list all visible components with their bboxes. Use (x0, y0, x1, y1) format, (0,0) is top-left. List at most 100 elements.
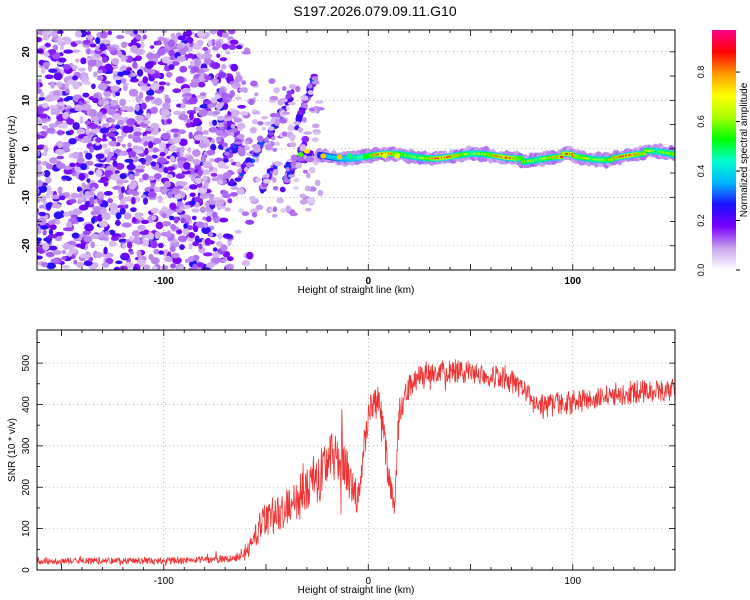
spectrogram-cell (96, 111, 103, 118)
spectrogram-cell (80, 163, 88, 171)
spectrogram-cell (128, 182, 136, 191)
spectrogram-cell (96, 69, 104, 74)
spectrogram-cell (119, 78, 127, 84)
spectrogram-cell (61, 249, 67, 255)
spectrogram-cell (226, 256, 234, 262)
spectrogram-cell (183, 223, 188, 229)
spectrogram-cell (76, 128, 86, 136)
spectrogram-cell (189, 82, 199, 88)
spectrogram-cell (244, 141, 250, 145)
spectrogram-cell (112, 160, 118, 168)
spectrogram-cell (209, 30, 218, 35)
spectrogram-cell (81, 182, 87, 189)
spectrogram-cell (42, 229, 47, 236)
spectrogram-cell (136, 69, 144, 77)
spectrogram-cell (48, 48, 57, 55)
spectrogram-cell (147, 141, 154, 149)
spectrogram-cell (161, 206, 169, 212)
spectrogram-cell (297, 109, 304, 116)
spectrogram-cell (182, 227, 189, 236)
spectrogram-cell (320, 153, 327, 159)
spectrogram-cell (172, 88, 182, 94)
spectrogram-cell (105, 122, 110, 128)
spectrogram-cell (171, 252, 180, 259)
spectrogram-cell (207, 39, 212, 47)
spectrogram-cell (210, 262, 215, 268)
spectrogram-cell (47, 233, 58, 239)
spectrogram-cell (101, 213, 110, 220)
spectrogram-cell (234, 96, 242, 100)
spectrogram-cell (84, 253, 91, 260)
spectrogram-cell (151, 154, 159, 159)
spectrogram-cell (150, 207, 159, 214)
spectrogram-cell (206, 149, 216, 156)
spectrogram-cell (271, 177, 277, 181)
spectrogram-cell (52, 44, 59, 51)
spectrogram-cell (169, 155, 176, 162)
spectrogram-cell (42, 242, 50, 251)
spectrogram-cell (55, 148, 65, 156)
spectrogram-cell (61, 175, 70, 180)
spectrogram-cell (160, 132, 171, 140)
spectrogram-cell (94, 163, 104, 168)
spectrogram-cell (273, 87, 280, 94)
spectrogram-cell (128, 173, 135, 180)
snr-frame (36, 329, 676, 571)
colorbar-tick-label: 0.0 (696, 264, 706, 277)
spectrogram-cell (44, 65, 49, 70)
spectrogram-cell (215, 40, 222, 49)
spectrogram-cell (249, 126, 257, 134)
spectrogram-cell (83, 235, 93, 243)
spectrogram-cell (223, 158, 229, 163)
spectrogram-cell (559, 155, 564, 159)
spectrogram-cell (102, 133, 107, 139)
spectrogram-cell (40, 195, 47, 203)
spectrogram-cell (45, 193, 50, 199)
spectrogram-cell (129, 236, 134, 242)
snr-x-tick-label: 100 (564, 576, 581, 587)
spectrogram-cell (163, 167, 169, 174)
snr-x-tick-label: 0 (365, 576, 371, 587)
spectrogram-cell (154, 97, 163, 106)
spectrogram-cell (135, 168, 145, 173)
spectrogram-cell (100, 39, 111, 45)
spectrogram-cell (62, 63, 71, 70)
spectrogram-cell (54, 107, 61, 116)
spectrogram-cell (198, 109, 208, 117)
spectrogram-cell (255, 204, 264, 211)
spectrogram-cell (169, 215, 175, 221)
spectrogram-cell (206, 110, 214, 116)
spectrogram-cell (150, 240, 158, 249)
spectrogram-cell (161, 213, 167, 219)
spectrogram-cell (290, 154, 298, 162)
spectrogram-cell (192, 42, 202, 50)
spectrogram-cell (202, 135, 208, 144)
spectrogram-cell (288, 124, 293, 131)
spectrogram-cell (139, 230, 149, 236)
spectrogram-cell (152, 186, 161, 193)
spectrogram-cell (57, 57, 67, 63)
spectrogram-cell (43, 145, 49, 153)
spectrogram-cell (114, 220, 121, 226)
spectrogram-cell (267, 126, 275, 131)
spectrogram-cell (300, 95, 309, 101)
spectrogram-cell (40, 91, 45, 98)
spectrogram-cell (125, 106, 135, 113)
spectrogram-cell (199, 193, 208, 198)
spectrogram-cell (186, 118, 191, 124)
spectrogram-cell (285, 106, 290, 110)
spectrogram-cell (132, 57, 137, 62)
snr-y-tick-label: 400 (21, 396, 32, 413)
spectrogram-cell (37, 48, 44, 54)
spectrogram-cell (192, 149, 201, 157)
spectrogram-cell (109, 240, 116, 247)
spectrogram-cell (215, 129, 224, 136)
spectrogram-cell (230, 148, 239, 154)
spectrogram-cell (150, 106, 158, 114)
spectrogram-cell (288, 174, 296, 178)
spectrogram-cell (211, 177, 220, 182)
spectrogram-cell (129, 250, 134, 255)
spectrogram-cell (229, 39, 239, 45)
spectrogram-cell (103, 90, 112, 97)
spectrogram-cell (132, 136, 142, 143)
